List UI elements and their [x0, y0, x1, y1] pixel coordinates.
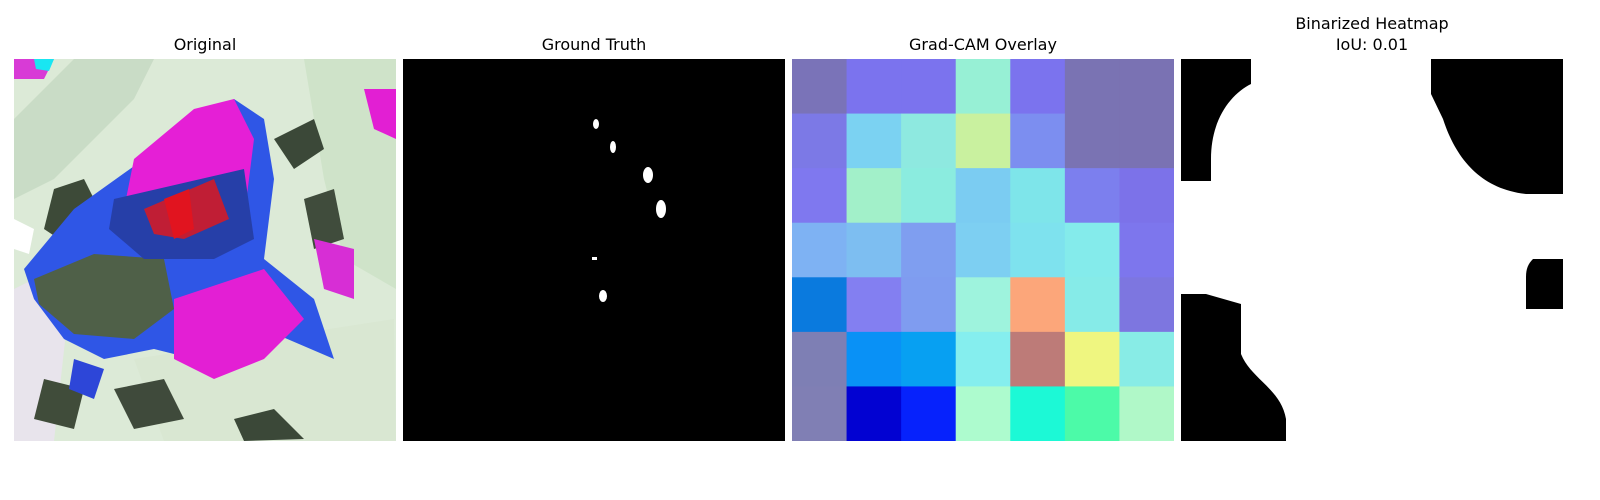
binarized-heatmap [1181, 59, 1563, 441]
original-image [14, 59, 396, 441]
gradcam-cell [846, 386, 902, 441]
gradcam-cell [846, 222, 902, 278]
gradcam-cell [955, 222, 1011, 278]
ground-truth-title: Ground Truth [541, 35, 647, 54]
gradcam-cell [901, 331, 957, 388]
gradcam-cell [1010, 386, 1066, 441]
gradcam-cell [1119, 386, 1174, 441]
gradcam-cell [901, 113, 957, 169]
gradcam-title: Grad-CAM Overlay [909, 35, 1057, 54]
gradcam-cell [1010, 113, 1066, 169]
gradcam-cell [846, 277, 902, 333]
gradcam-cell [1119, 331, 1174, 388]
gradcam-cell [1119, 222, 1174, 278]
gradcam-cell [1064, 222, 1121, 278]
gradcam-cell [1119, 277, 1174, 333]
gradcam-cell [955, 331, 1011, 388]
ground-truth-panel: Ground Truth [403, 0, 785, 441]
gradcam-cell [955, 168, 1011, 224]
gradcam-cell [792, 386, 848, 441]
gradcam-cell [1119, 113, 1174, 169]
gradcam-cell [1064, 386, 1121, 441]
binarized-panel: Binarized Heatmap IoU: 0.01 [1181, 0, 1563, 441]
original-title: Original [173, 35, 237, 54]
gradcam-cell [955, 277, 1011, 333]
gradcam-cell [1119, 59, 1174, 115]
gradcam-cell [792, 113, 848, 169]
gradcam-cell [1064, 59, 1121, 115]
gradcam-cell [955, 113, 1011, 169]
gradcam-cell [955, 386, 1011, 441]
gradcam-cell [846, 331, 902, 388]
gradcam-cell [901, 59, 957, 115]
gradcam-cell [846, 59, 902, 115]
gradcam-cell [1010, 59, 1066, 115]
gradcam-panel: Grad-CAM Overlay [792, 0, 1174, 441]
gradcam-cell [1064, 331, 1121, 388]
gradcam-cell [901, 168, 957, 224]
gradcam-overlay [792, 59, 1174, 441]
gradcam-cell [846, 113, 902, 169]
iou-label: IoU: 0.01 [1335, 35, 1409, 54]
gradcam-cell [1010, 331, 1066, 388]
gradcam-cell [792, 222, 848, 278]
gradcam-cell [1064, 113, 1121, 169]
gradcam-cell [1010, 277, 1066, 333]
binarized-title: Binarized Heatmap [1295, 14, 1449, 33]
original-panel: Original [14, 0, 396, 441]
ground-truth-mask [403, 59, 785, 441]
gradcam-cell [792, 277, 848, 333]
gradcam-cell [792, 168, 848, 224]
gradcam-cell [901, 386, 957, 441]
gradcam-cell [901, 277, 957, 333]
gradcam-cell [1010, 168, 1066, 224]
gradcam-cell [1010, 222, 1066, 278]
gradcam-cell [901, 222, 957, 278]
gradcam-cell [792, 59, 848, 115]
gradcam-cell [1064, 277, 1121, 333]
gradcam-cell [792, 331, 848, 388]
gradcam-cell [846, 168, 902, 224]
gradcam-cell [1064, 168, 1121, 224]
gradcam-cell [955, 59, 1011, 115]
gradcam-cell [1119, 168, 1174, 224]
